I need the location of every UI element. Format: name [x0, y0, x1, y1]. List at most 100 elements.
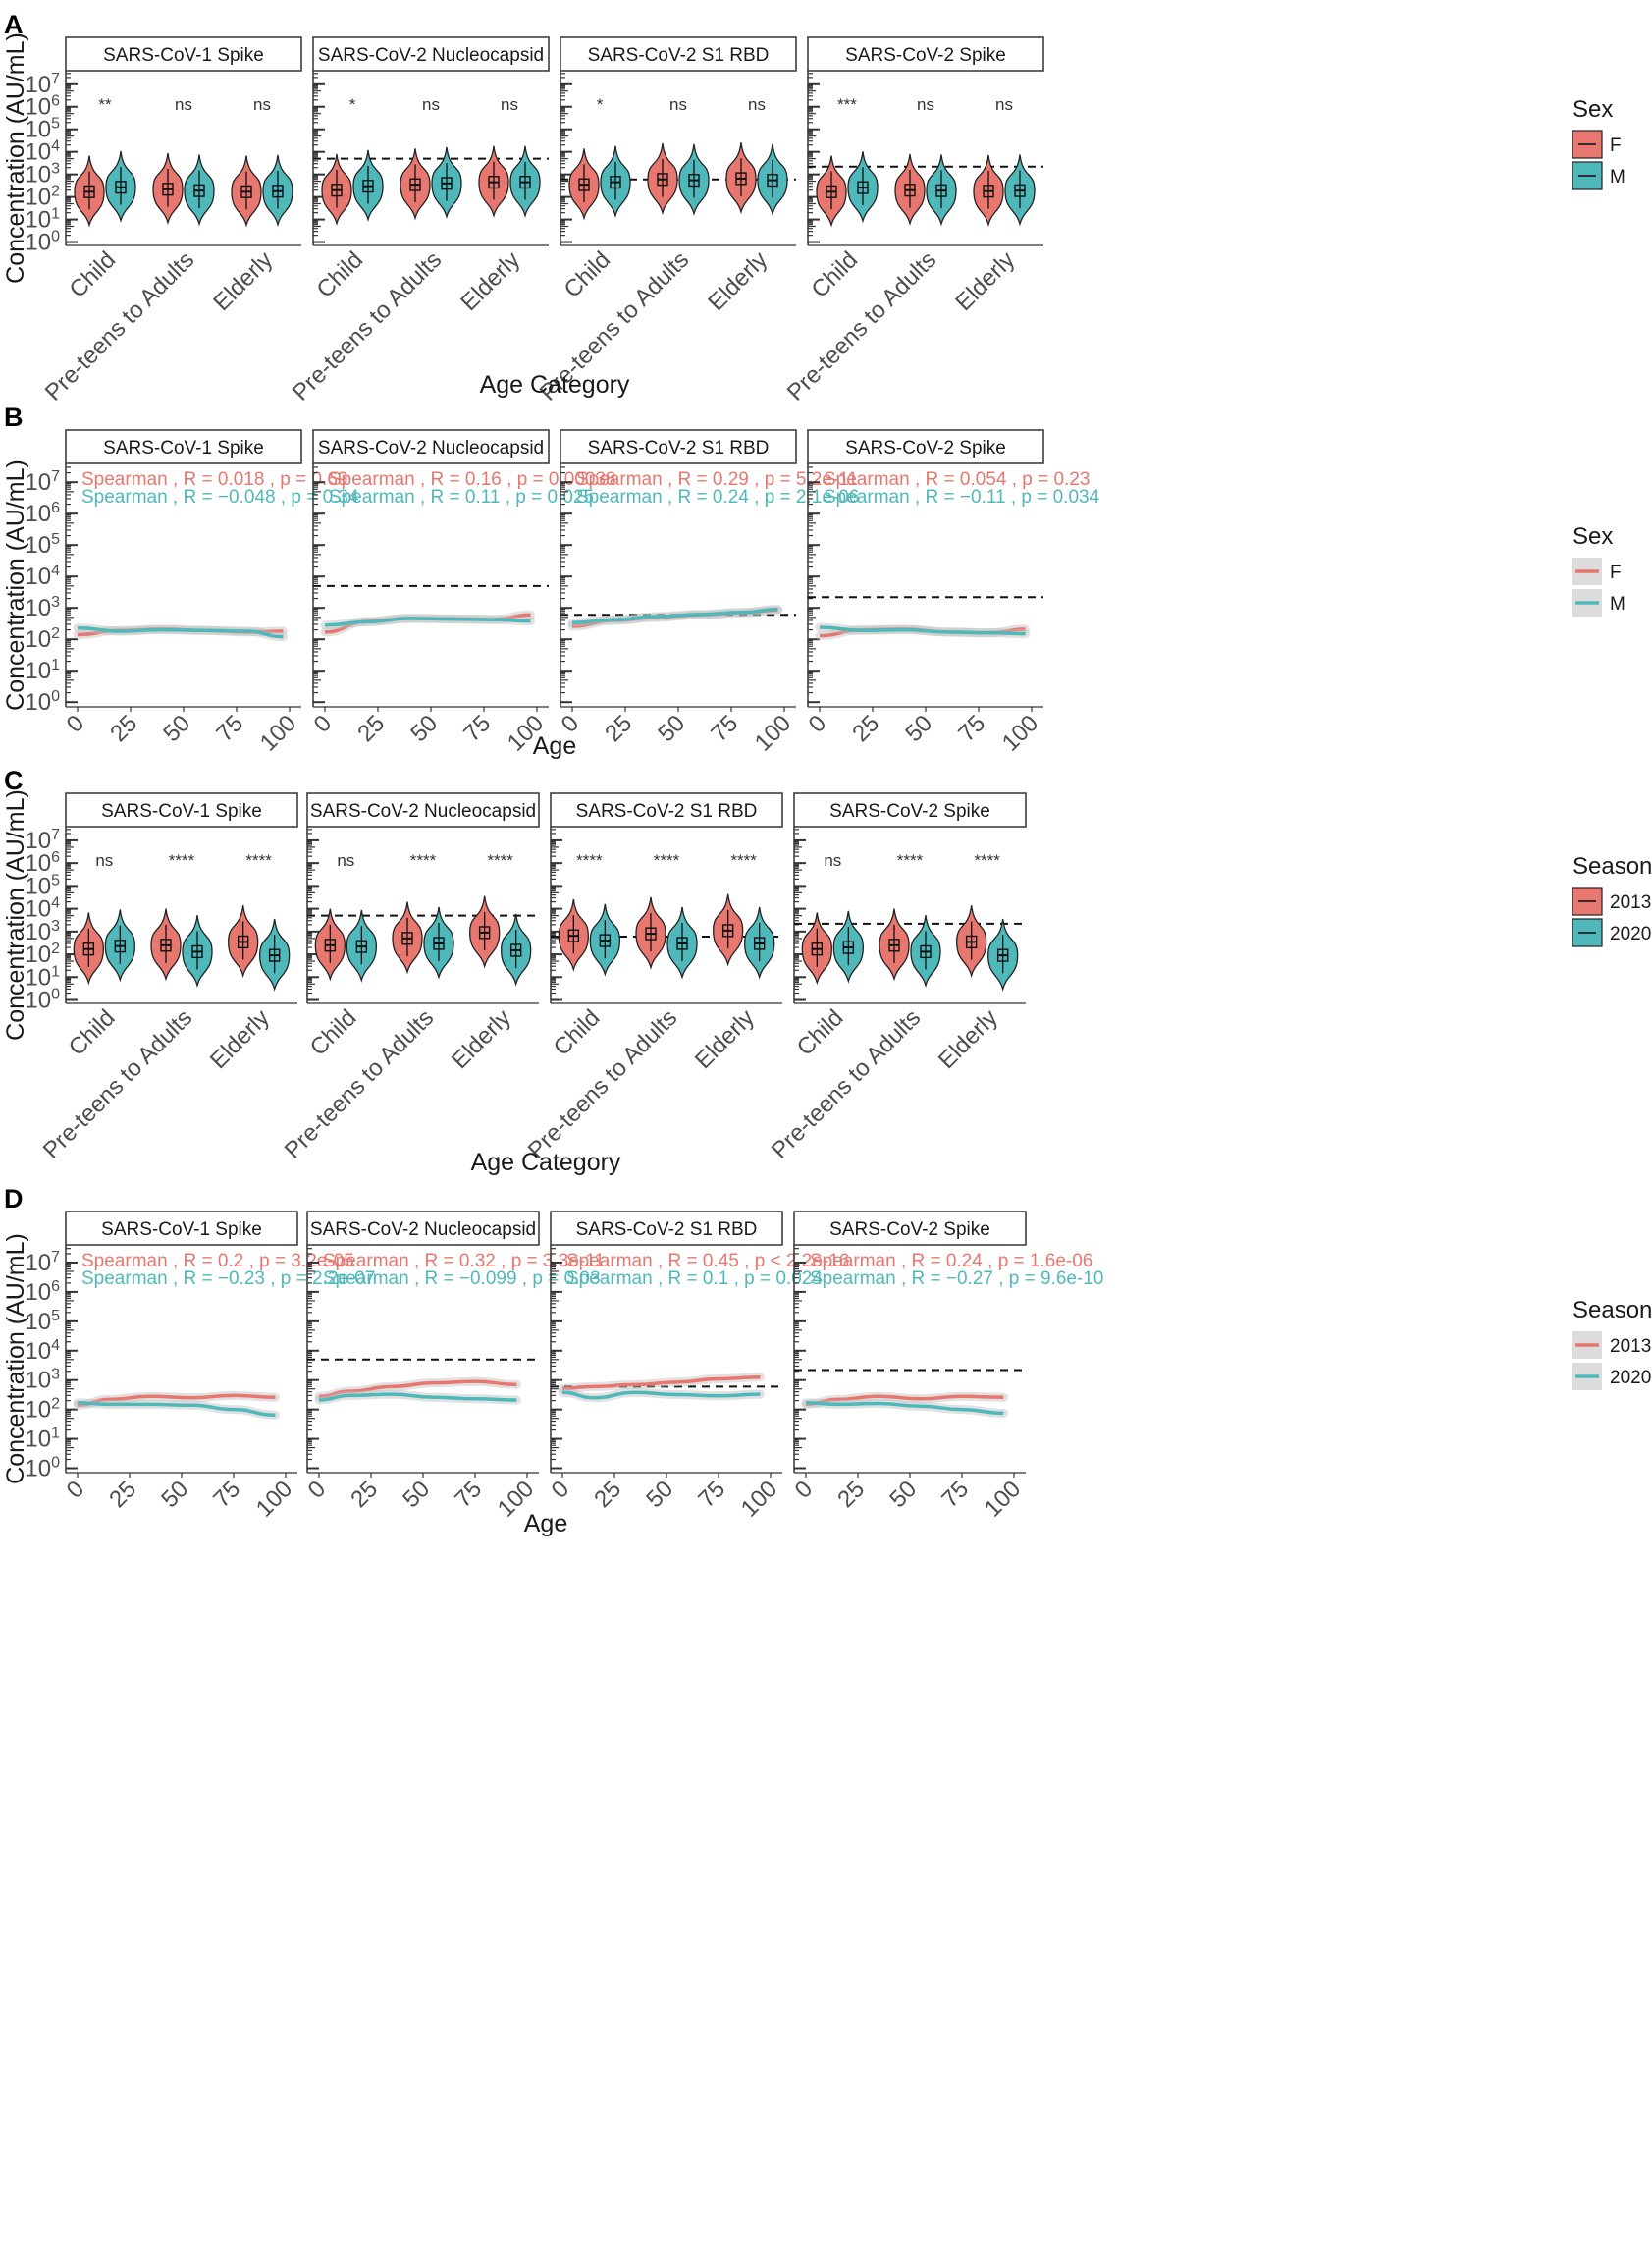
y-tick-label: 105 — [25, 116, 60, 143]
significance-label: **** — [730, 851, 757, 870]
legend-title: Sex — [1572, 523, 1613, 550]
y-tick-label: 106 — [25, 93, 60, 121]
smooth-line-2013 — [805, 1394, 1004, 1407]
x-axis-title: Age Category — [480, 371, 630, 399]
legend-label: 2013 — [1610, 892, 1651, 913]
y-tick-label: 102 — [25, 625, 60, 653]
facet-strip — [793, 1211, 1027, 1246]
x-tick-label: 50 — [653, 710, 690, 747]
smooth-line-m — [819, 625, 1026, 636]
y-tick-label: 103 — [25, 918, 60, 945]
y-tick-label: 101 — [25, 657, 60, 684]
spearman-stat-group2: Spearman , R = 0.24 , p = 2.1e-06 — [576, 487, 859, 508]
facet-title: SARS-CoV-2 Spike — [829, 801, 990, 822]
facet-title: SARS-CoV-2 S1 RBD — [588, 45, 770, 66]
y-axis-title: Concentration (AU/mL) — [2, 459, 29, 711]
spearman-stat-group1: Spearman , R = 0.45 , p < 2.2e-16 — [566, 1251, 849, 1271]
x-tick-label: 100 — [980, 1476, 1026, 1522]
x-tick-label: Pre-teens to Adults — [523, 1004, 682, 1163]
x-tick-label: Elderly — [205, 1004, 275, 1074]
y-tick-label: 101 — [25, 206, 60, 234]
facet-title: SARS-CoV-1 Spike — [101, 1219, 262, 1240]
facet-strip — [312, 36, 550, 72]
facet-strip — [793, 792, 1027, 828]
y-tick-label: 100 — [25, 688, 60, 716]
significance-label: ns — [95, 851, 113, 870]
spearman-stat-group1: Spearman , R = 0.16 , p = 0.00038 — [329, 469, 616, 490]
x-tick-label: 100 — [750, 710, 796, 756]
x-tick-label: 50 — [641, 1476, 678, 1513]
y-tick-label: 107 — [25, 468, 60, 496]
x-tick-label: 0 — [547, 1476, 575, 1504]
x-tick-label: Elderly — [933, 1004, 1003, 1074]
facet-strip — [65, 36, 302, 72]
spearman-stat-group1: Spearman , R = 0.2 , p = 3.2e-05 — [81, 1251, 354, 1271]
facet-strip — [560, 429, 797, 464]
y-tick-label: 102 — [25, 941, 60, 968]
x-tick-label: Child — [559, 246, 615, 303]
significance-label: **** — [974, 851, 1000, 870]
spearman-stat-group2: Spearman , R = −0.11 , p = 0.034 — [824, 487, 1100, 508]
legend-label: 2020 — [1610, 1368, 1651, 1388]
legend-label: M — [1610, 167, 1625, 188]
legend-label: F — [1610, 563, 1622, 583]
legend-title: Sex — [1572, 96, 1613, 123]
panel-letter-d: D — [4, 1184, 24, 1213]
x-tick-label: 50 — [884, 1476, 922, 1513]
smooth-line-2020 — [318, 1392, 517, 1402]
x-tick-label: 25 — [352, 710, 390, 747]
facet-title: SARS-CoV-2 Spike — [829, 1219, 990, 1240]
x-tick-label: 75 — [706, 710, 743, 747]
y-tick-label: 101 — [25, 963, 60, 991]
significance-label: ns — [824, 851, 841, 870]
legend-label: 2020 — [1610, 924, 1651, 944]
significance-label: ns — [175, 95, 192, 114]
spearman-stat-group1: Spearman , R = 0.32 , p = 3.3e-11 — [323, 1251, 605, 1271]
significance-label: **** — [576, 851, 603, 870]
x-tick-label: Child — [311, 246, 368, 303]
y-tick-label: 107 — [25, 71, 60, 98]
y-tick-label: 104 — [25, 138, 60, 166]
legend-title: Season — [1572, 853, 1652, 880]
spearman-stat-group1: Spearman , R = 0.054 , p = 0.23 — [824, 469, 1090, 490]
x-axis-title: Age Category — [471, 1149, 621, 1176]
x-tick-label: 50 — [398, 1476, 435, 1513]
y-tick-label: 101 — [25, 1426, 60, 1453]
facet-title: SARS-CoV-2 Nucleocapsid — [318, 45, 544, 66]
smooth-line-2013 — [318, 1379, 517, 1398]
spearman-stat-group1: Spearman , R = 0.24 , p = 1.6e-06 — [810, 1251, 1092, 1271]
x-tick-label: 75 — [208, 1476, 245, 1513]
x-tick-label: 75 — [936, 1476, 974, 1513]
y-tick-label: 105 — [25, 1308, 60, 1335]
spearman-stat-group2: Spearman , R = 0.1 , p = 0.024 — [566, 1268, 823, 1289]
x-tick-label: Pre-teens to Adults — [40, 246, 199, 405]
x-tick-label: 0 — [62, 1476, 90, 1504]
significance-label: **** — [169, 851, 195, 870]
y-tick-label: 103 — [25, 594, 60, 621]
smooth-line-m — [77, 625, 284, 639]
significance-label: ** — [98, 95, 112, 114]
y-tick-label: 106 — [25, 1278, 60, 1306]
significance-label: * — [349, 95, 356, 114]
significance-label: ns — [995, 95, 1013, 114]
significance-label: ns — [748, 95, 766, 114]
x-tick-label: Elderly — [447, 1004, 516, 1074]
x-tick-label: 75 — [458, 710, 496, 747]
legend-title: Season — [1572, 1297, 1652, 1323]
facet-strip — [65, 792, 298, 828]
x-tick-label: Pre-teens to Adults — [288, 246, 447, 405]
significance-label: * — [597, 95, 604, 114]
spearman-stat-group2: Spearman , R = −0.27 , p = 9.6e-10 — [810, 1268, 1103, 1289]
x-tick-label: Pre-teens to Adults — [767, 1004, 926, 1163]
panel-letter-a: A — [4, 10, 24, 39]
y-tick-label: 105 — [25, 872, 60, 899]
x-tick-label: 50 — [158, 710, 195, 747]
x-tick-label: 25 — [346, 1476, 383, 1513]
x-axis-title: Age — [533, 732, 576, 760]
facet-strip — [65, 1211, 298, 1246]
x-tick-label: Pre-teens to Adults — [280, 1004, 439, 1163]
facet-title: SARS-CoV-2 S1 RBD — [576, 801, 758, 822]
significance-label: ns — [501, 95, 518, 114]
y-tick-label: 100 — [25, 229, 60, 256]
